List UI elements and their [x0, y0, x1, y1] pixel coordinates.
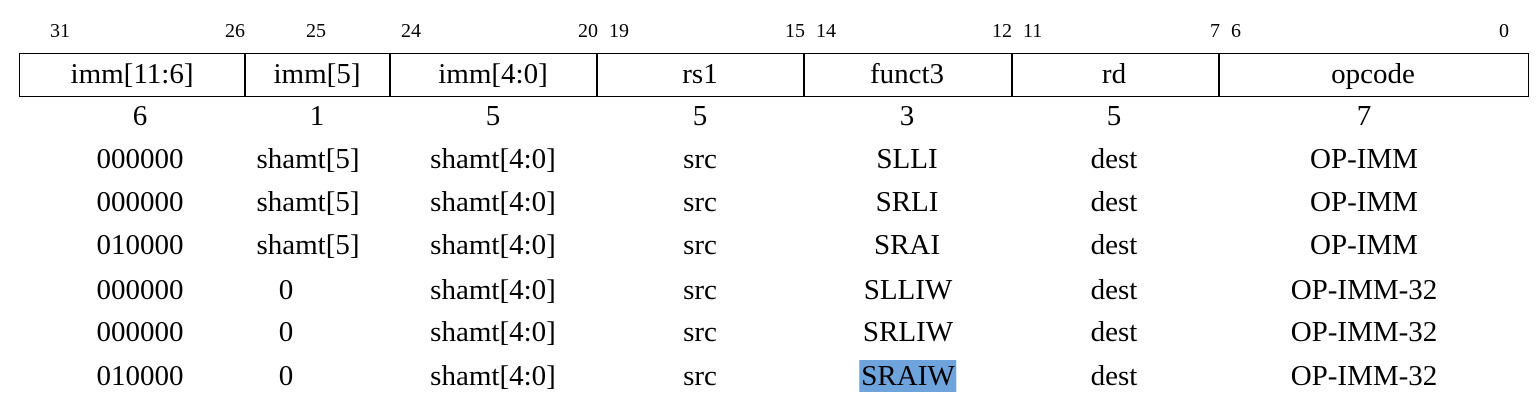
field-imm-11-6: imm[11:6] — [70, 58, 194, 90]
field-divider — [244, 53, 246, 97]
row-1-rd: dest — [1090, 143, 1138, 175]
field-funct3: funct3 — [869, 58, 945, 90]
bit-label-19: 19 — [609, 20, 629, 42]
row-4-funct3: SLLIW — [863, 274, 953, 306]
row-2-imm-11-6: 000000 — [96, 186, 184, 218]
row-6-imm-11-6: 010000 — [96, 360, 184, 392]
row-4-rs1: src — [683, 274, 717, 306]
width-imm-11-6: 6 — [132, 100, 148, 132]
row-5-rs1: src — [683, 316, 717, 348]
bit-label-0: 0 — [1499, 20, 1509, 42]
row-3-funct3: SRAI — [873, 229, 941, 261]
width-funct3: 3 — [899, 100, 915, 132]
bit-label-26: 26 — [225, 20, 245, 42]
bit-label-6: 6 — [1231, 20, 1241, 42]
row-1-imm-5: shamt[5] — [256, 143, 360, 175]
bit-label-11: 11 — [1023, 20, 1043, 42]
row-2-funct3: SRLI — [875, 186, 939, 218]
row-4-imm-4-0: shamt[4:0] — [430, 274, 556, 306]
row-1-funct3: SLLI — [876, 143, 938, 175]
field-divider — [1011, 53, 1013, 97]
field-opcode: opcode — [1331, 58, 1415, 90]
field-imm-5: imm[5] — [273, 58, 361, 90]
row-6-funct3: SRAIW — [859, 358, 957, 394]
row-2-rs1: src — [683, 186, 717, 218]
bit-label-20: 20 — [578, 20, 598, 42]
field-divider — [389, 53, 391, 97]
row-5-imm-11-6: 000000 — [96, 316, 184, 348]
field-imm-4-0: imm[4:0] — [438, 58, 548, 90]
row-5-imm-4-0: shamt[4:0] — [430, 316, 556, 348]
row-5-rd: dest — [1090, 316, 1138, 348]
row-2-imm-4-0: shamt[4:0] — [430, 186, 556, 218]
bit-label-7: 7 — [1210, 20, 1220, 42]
row-5-imm-5: 0 — [278, 316, 294, 348]
row-3-imm-11-6: 010000 — [96, 229, 184, 261]
row-6-opcode: OP-IMM-32 — [1290, 360, 1438, 392]
bit-label-25: 25 — [306, 20, 326, 42]
width-imm-4-0: 5 — [485, 100, 501, 132]
bit-label-12: 12 — [992, 20, 1012, 42]
width-imm-5: 1 — [309, 100, 325, 132]
row-2-rd: dest — [1090, 186, 1138, 218]
row-1-imm-11-6: 000000 — [96, 143, 184, 175]
field-divider — [596, 53, 598, 97]
row-3-opcode: OP-IMM — [1310, 229, 1418, 261]
field-divider — [803, 53, 805, 97]
row-5-funct3: SRLIW — [862, 316, 954, 348]
width-opcode: 7 — [1356, 100, 1372, 132]
row-6-rs1: src — [683, 360, 717, 392]
row-5-opcode: OP-IMM-32 — [1290, 316, 1438, 348]
field-rs1: rs1 — [682, 58, 718, 90]
row-4-rd: dest — [1090, 274, 1138, 306]
bit-label-14: 14 — [816, 20, 836, 42]
bit-label-15: 15 — [785, 20, 805, 42]
row-3-rd: dest — [1090, 229, 1138, 261]
row-1-rs1: src — [683, 143, 717, 175]
row-3-imm-4-0: shamt[4:0] — [430, 229, 556, 261]
selected-text-highlight[interactable]: SRAIW — [859, 360, 957, 392]
field-rd: rd — [1101, 58, 1127, 90]
encoding-box — [19, 53, 1529, 97]
row-1-imm-4-0: shamt[4:0] — [430, 143, 556, 175]
width-rs1: 5 — [692, 100, 708, 132]
bit-label-24: 24 — [401, 20, 421, 42]
row-4-imm-5: 0 — [278, 274, 294, 306]
row-3-rs1: src — [683, 229, 717, 261]
row-2-imm-5: shamt[5] — [256, 186, 360, 218]
field-divider — [1218, 53, 1220, 97]
row-6-imm-4-0: shamt[4:0] — [430, 360, 556, 392]
row-6-rd: dest — [1090, 360, 1138, 392]
row-2-opcode: OP-IMM — [1310, 186, 1418, 218]
row-3-imm-5: shamt[5] — [256, 229, 360, 261]
row-4-imm-11-6: 000000 — [96, 274, 184, 306]
row-4-opcode: OP-IMM-32 — [1290, 274, 1438, 306]
width-rd: 5 — [1106, 100, 1122, 132]
row-1-opcode: OP-IMM — [1310, 143, 1418, 175]
bit-label-31: 31 — [50, 20, 70, 42]
row-6-imm-5: 0 — [278, 360, 294, 392]
